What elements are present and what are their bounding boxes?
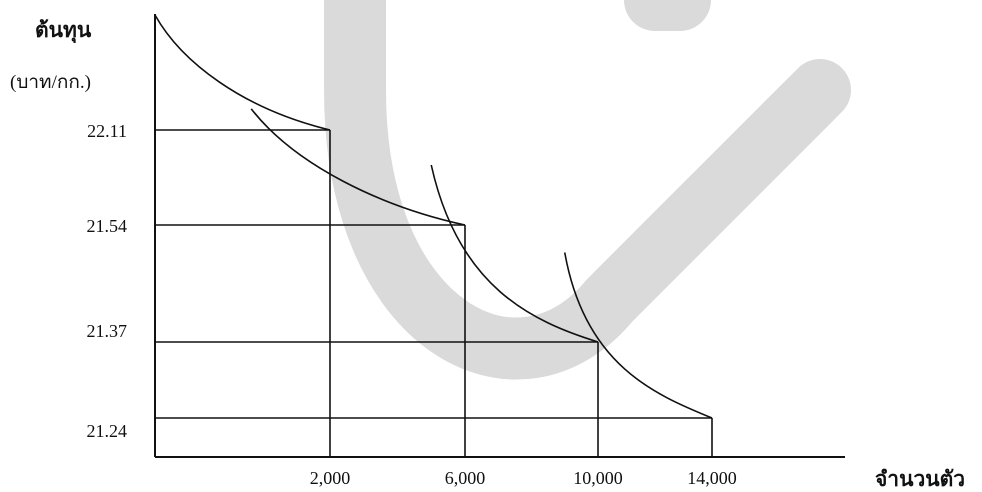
y-axis-title-line-2: (บาท/กก.)	[10, 72, 91, 93]
cost-curve	[250, 108, 466, 226]
cost-curve	[154, 14, 331, 131]
y-axis-title-line-1: ต้นทุน	[35, 18, 92, 44]
y-tick-label: 21.24	[87, 421, 128, 441]
y-tick-label: 21.54	[87, 216, 128, 236]
x-axis-title: จำนวนตัว	[875, 467, 965, 491]
x-tick-label: 14,000	[687, 468, 737, 488]
x-tick-label: 2,000	[310, 468, 351, 488]
x-tick-label: 10,000	[573, 468, 623, 488]
x-tick-label: 6,000	[445, 468, 486, 488]
y-tick-label: 22.11	[87, 121, 127, 141]
cost-curves	[154, 14, 713, 419]
cost-curve	[430, 164, 599, 343]
watermark-u-shape	[324, 0, 851, 380]
step-lines	[155, 129, 713, 457]
cost-curve	[563, 252, 713, 419]
y-tick-label: 21.37	[87, 321, 128, 341]
